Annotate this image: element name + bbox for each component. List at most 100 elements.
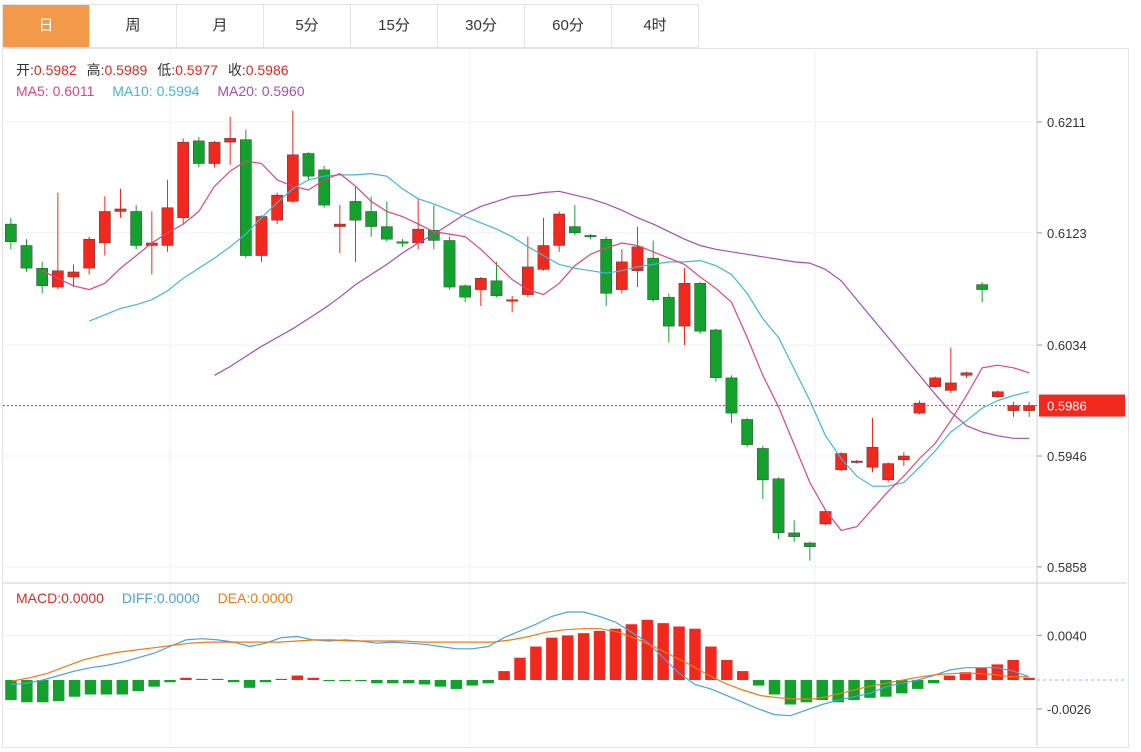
macd-bar	[196, 678, 208, 680]
candle-body	[568, 226, 581, 234]
macd-bar	[5, 680, 17, 701]
period-tabs: 日 周 月 5分 15分 30分 60分 4时	[2, 4, 699, 48]
candle-body	[333, 223, 346, 227]
macd-bar	[227, 680, 240, 683]
candle-body	[913, 402, 926, 414]
macd-bar	[752, 680, 765, 686]
price-tick-label: 0.6034	[1047, 338, 1087, 353]
macd-bar	[768, 680, 781, 695]
macd-bar	[68, 680, 81, 697]
macd-bar	[991, 664, 1003, 680]
tab-15min[interactable]: 15分	[351, 5, 438, 47]
macd-bar	[482, 680, 494, 684]
macd-bar	[689, 628, 701, 680]
ohlc-readout: 开:0.5982 高:0.5989 低:0.5977 收:0.5986	[16, 60, 295, 80]
candle-body	[819, 511, 832, 525]
candle-body	[192, 140, 205, 164]
tab-4hour[interactable]: 4时	[612, 5, 699, 47]
ma10-readout: MA10: 0.5994	[112, 83, 200, 99]
candle-body	[67, 271, 80, 278]
candle-body	[803, 542, 816, 547]
candle-body	[349, 201, 362, 221]
macd-bar	[721, 659, 733, 680]
macd-bar	[212, 678, 224, 680]
candle-body	[835, 453, 848, 471]
candle-body	[1007, 405, 1020, 411]
tab-60min[interactable]: 60分	[525, 5, 612, 47]
macd-bar	[864, 680, 876, 698]
macd-bar	[291, 675, 304, 680]
macd-bar	[21, 680, 33, 703]
macd-bar	[625, 624, 638, 680]
candle-body	[897, 455, 910, 460]
candle-body	[130, 211, 143, 246]
candle-body	[709, 329, 722, 379]
ma-readout: MA5: 0.6011 MA10: 0.5994 MA20: 0.5960	[16, 83, 311, 99]
macd-bar	[800, 680, 813, 703]
candle-body	[584, 235, 597, 238]
macd-bar	[100, 680, 113, 695]
tab-30min[interactable]: 30分	[438, 5, 525, 47]
macd-bar	[609, 628, 622, 680]
candle-body	[4, 223, 17, 242]
candle-body	[474, 278, 487, 290]
candle-body	[98, 211, 111, 244]
chart-frame	[2, 48, 1129, 748]
tab-5min[interactable]: 5分	[264, 5, 351, 47]
tab-monthly[interactable]: 月	[177, 5, 264, 47]
diff-readout: DIFF:0.0000	[121, 590, 200, 606]
macd-bar	[243, 680, 256, 688]
candle-body	[725, 377, 738, 414]
price-tick-label: 0.6211	[1047, 115, 1086, 130]
ma5-readout: MA5: 0.6011	[16, 83, 95, 99]
macd-bar	[37, 680, 49, 703]
candle-body	[678, 283, 691, 327]
macd-bar	[832, 680, 844, 703]
candle-body	[960, 372, 973, 376]
ma5-line	[41, 160, 1030, 532]
current-price-badge	[1039, 394, 1125, 417]
candle-body	[537, 245, 550, 270]
macd-bar	[371, 680, 383, 684]
candle-body	[490, 280, 503, 297]
candle-body	[459, 285, 472, 298]
macd-bar	[673, 626, 685, 680]
macd-bar	[84, 680, 97, 695]
candle-body	[756, 448, 769, 481]
macd-bar	[896, 680, 908, 694]
close-readout: 收:0.5986	[227, 62, 289, 78]
tab-weekly[interactable]: 周	[90, 5, 177, 47]
candle-body	[991, 391, 1004, 397]
macd-bar	[180, 677, 192, 680]
low-readout: 低:0.5977	[157, 62, 218, 78]
macd-readout: MACD:0.0000 DIFF:0.0000 DEA:0.0000	[16, 590, 299, 606]
candle-body	[286, 154, 299, 202]
macd-bar	[116, 680, 129, 695]
candle-body	[177, 141, 190, 218]
macd-bar	[577, 633, 590, 680]
macd-bar	[466, 680, 479, 686]
macd-bar	[959, 672, 972, 680]
macd-bar	[259, 680, 272, 683]
price-tick-label: 0.5946	[1047, 449, 1087, 464]
macd-bar	[911, 680, 924, 689]
macd-bar	[339, 680, 351, 682]
macd-tick-label: -0.0026	[1047, 702, 1091, 717]
candle-body	[224, 138, 237, 143]
macd-bar	[943, 675, 956, 680]
candle-body	[302, 153, 315, 177]
candle-body	[161, 207, 174, 246]
price-tick-label: 0.5858	[1047, 560, 1087, 575]
ma10-line	[88, 172, 1030, 487]
candle-body	[929, 377, 942, 387]
current-price-label: 0.5986	[1047, 399, 1087, 414]
macd-bar	[498, 671, 510, 680]
ma20-line	[214, 190, 1030, 439]
candle-body	[208, 141, 221, 164]
price-tick-label: 0.6123	[1047, 226, 1087, 241]
candle-body	[788, 532, 801, 537]
macd-bar	[434, 680, 447, 687]
tab-daily[interactable]: 日	[3, 5, 90, 47]
candle-body	[427, 230, 440, 241]
